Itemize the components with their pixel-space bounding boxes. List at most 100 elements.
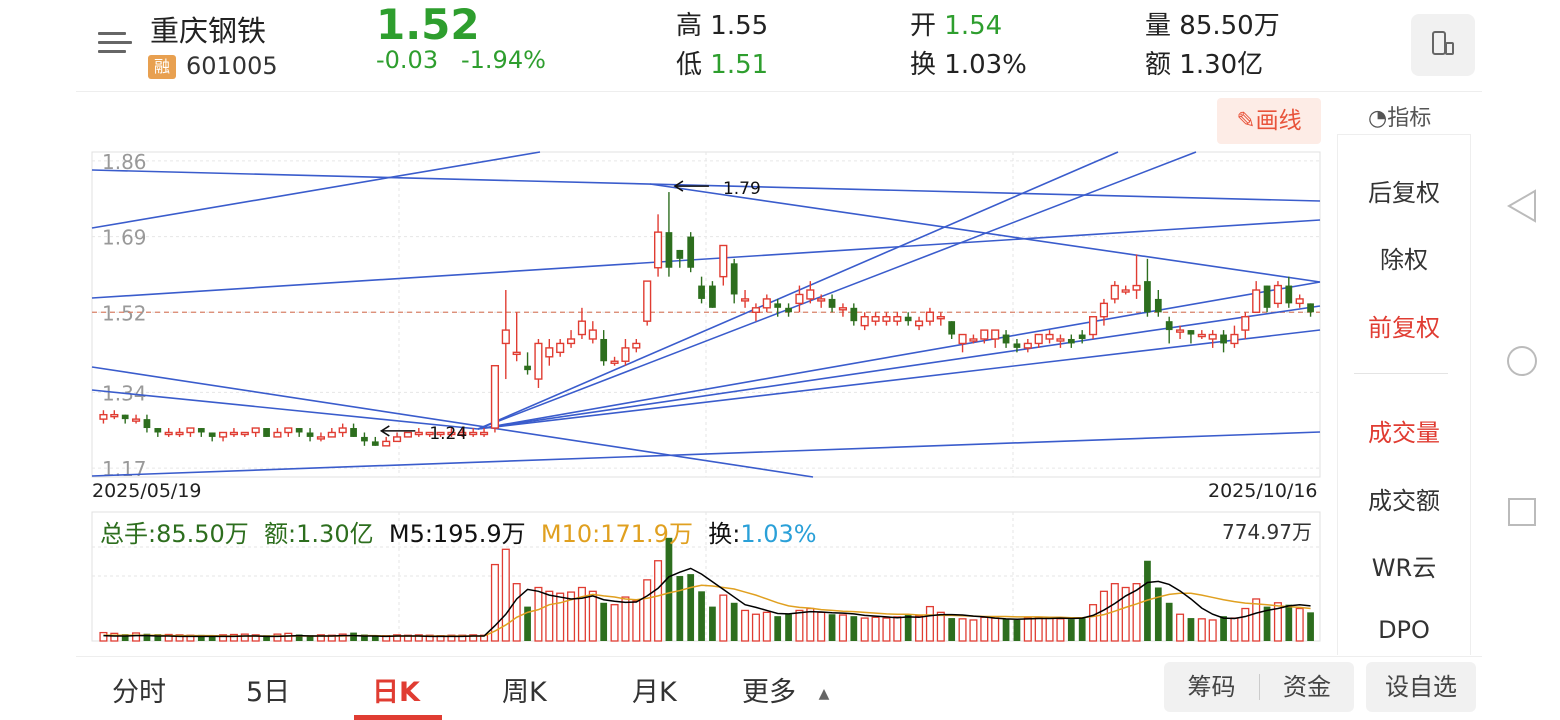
candle-body-up [490,364,500,429]
tab-intraday[interactable]: 分时 [112,677,166,708]
back-icon[interactable] [1505,188,1539,224]
candle-body-down [1078,334,1086,339]
volume-bar-up [860,617,869,642]
volume-bar-down [904,614,912,641]
volume-bar-down [295,634,303,641]
candle-body-down [306,432,314,437]
volume-bar-down [1263,606,1271,641]
tab-weekly-k[interactable]: 周K [502,677,547,708]
tab-monthly-k[interactable]: 月K [632,677,677,708]
candle-body-up [229,431,239,436]
funds-button[interactable]: 资金 [1283,673,1331,701]
side-item-volume[interactable]: 成交量 [1368,419,1440,447]
menu-icon[interactable] [98,30,132,56]
side-item-wr[interactable]: WR云 [1371,554,1437,582]
volume-bar-up [458,634,467,642]
volume-bar-up [414,634,423,642]
volume-bar-up [469,634,478,642]
trend-line [91,151,541,229]
side-item-ex-rights[interactable]: 除权 [1380,246,1428,274]
volume-bar-up [219,634,228,642]
phone-rotate-icon [1432,31,1454,55]
volume-bar-up [545,590,554,642]
y-tick-label: 1.17 [102,457,147,481]
add-watchlist-button[interactable]: 设自选 [1366,662,1476,712]
candle-body-down [1285,285,1293,304]
candle-body-up [762,298,771,309]
candle-body-up [512,351,521,356]
candle-body-up [458,431,467,436]
candle-body-down [197,428,205,433]
high-label: 高 [676,11,703,41]
candle-body-up [436,431,445,436]
volume-bar-up [1045,617,1054,642]
candle-body-down [1002,334,1010,344]
volume-bar-down [361,634,368,641]
candle-body-down [1220,334,1227,344]
volume-bar-up [1295,607,1304,642]
volume-bar-down [698,591,705,641]
amount: 额 1.30亿 [1145,44,1263,81]
candle-body-up [556,342,565,354]
indicator-button[interactable]: ◔指标 [1368,100,1431,132]
m10-volume: M10:171.9万 [540,520,693,548]
candle-body-up [958,333,967,345]
candle-body-up [621,347,630,362]
volume-bar-up [447,634,456,642]
volume-bar-up [1208,619,1217,642]
recents-icon[interactable] [1507,497,1537,527]
end-date: 2025/10/16 [1208,480,1318,502]
candle-body-down [774,303,782,308]
candle-body-down [948,321,956,335]
candle-body-up [740,298,750,302]
volume-bar-down [600,602,608,641]
trend-line [477,281,1321,430]
side-item-amount[interactable]: 成交额 [1368,487,1440,515]
candle-body-up [414,431,423,436]
side-item-forward-adjust[interactable]: 前复权 [1368,314,1440,342]
trend-line [91,219,1321,299]
trend-line [477,151,1197,430]
total-amount: 额:1.30亿 [264,520,374,548]
volume-bar-up [936,611,945,642]
candle-body-down [208,432,216,437]
volume-legend: 总手:85.50万 额:1.30亿 M5:195.9万 M10:171.9万 换… [100,514,817,549]
candle-body-down [121,414,129,420]
candle-body-down [524,365,531,371]
tab-5day[interactable]: 5日 [246,677,291,708]
volume-bar-up [719,594,728,642]
volume-bar-up [643,579,652,642]
landscape-toggle-button[interactable] [1411,14,1475,76]
candle-body-up [382,440,391,447]
candle-body-down [600,338,608,362]
candle-body-up [469,431,478,436]
side-divider [1354,373,1448,374]
candle-body-down [904,316,912,322]
candle-body-up [1121,289,1130,293]
tab-daily-k[interactable]: 日K [372,677,420,708]
candle-body-up [1023,342,1032,349]
volume-bar-up [1252,598,1261,642]
price-change-value: -0.03 [376,46,439,74]
side-item-backward-adjust[interactable]: 后复权 [1368,179,1440,207]
volume-bar-down [730,602,738,641]
home-icon[interactable] [1505,344,1539,378]
tab-more[interactable]: 更多 ▲ [742,670,829,709]
side-item-dpo[interactable]: DPO [1378,616,1430,644]
volume-bar-down [1220,616,1227,641]
open-price: 开 1.54 [910,5,1002,42]
candle-body-up [806,289,815,300]
volume-bar-down [154,634,162,641]
start-date: 2025/05/19 [92,480,202,502]
draw-line-button[interactable]: ✎画线 [1217,98,1321,144]
volume-bar-up [1132,583,1141,642]
candle-body-down [263,428,270,437]
chips-button[interactable]: 筹码 [1187,673,1236,701]
candle-body-up [403,431,413,438]
volume-bar-up [164,633,173,642]
trend-line [477,329,1321,430]
candle-body-up [1241,316,1250,331]
candle-body-up [1132,284,1141,291]
candle-body-up [479,431,489,436]
